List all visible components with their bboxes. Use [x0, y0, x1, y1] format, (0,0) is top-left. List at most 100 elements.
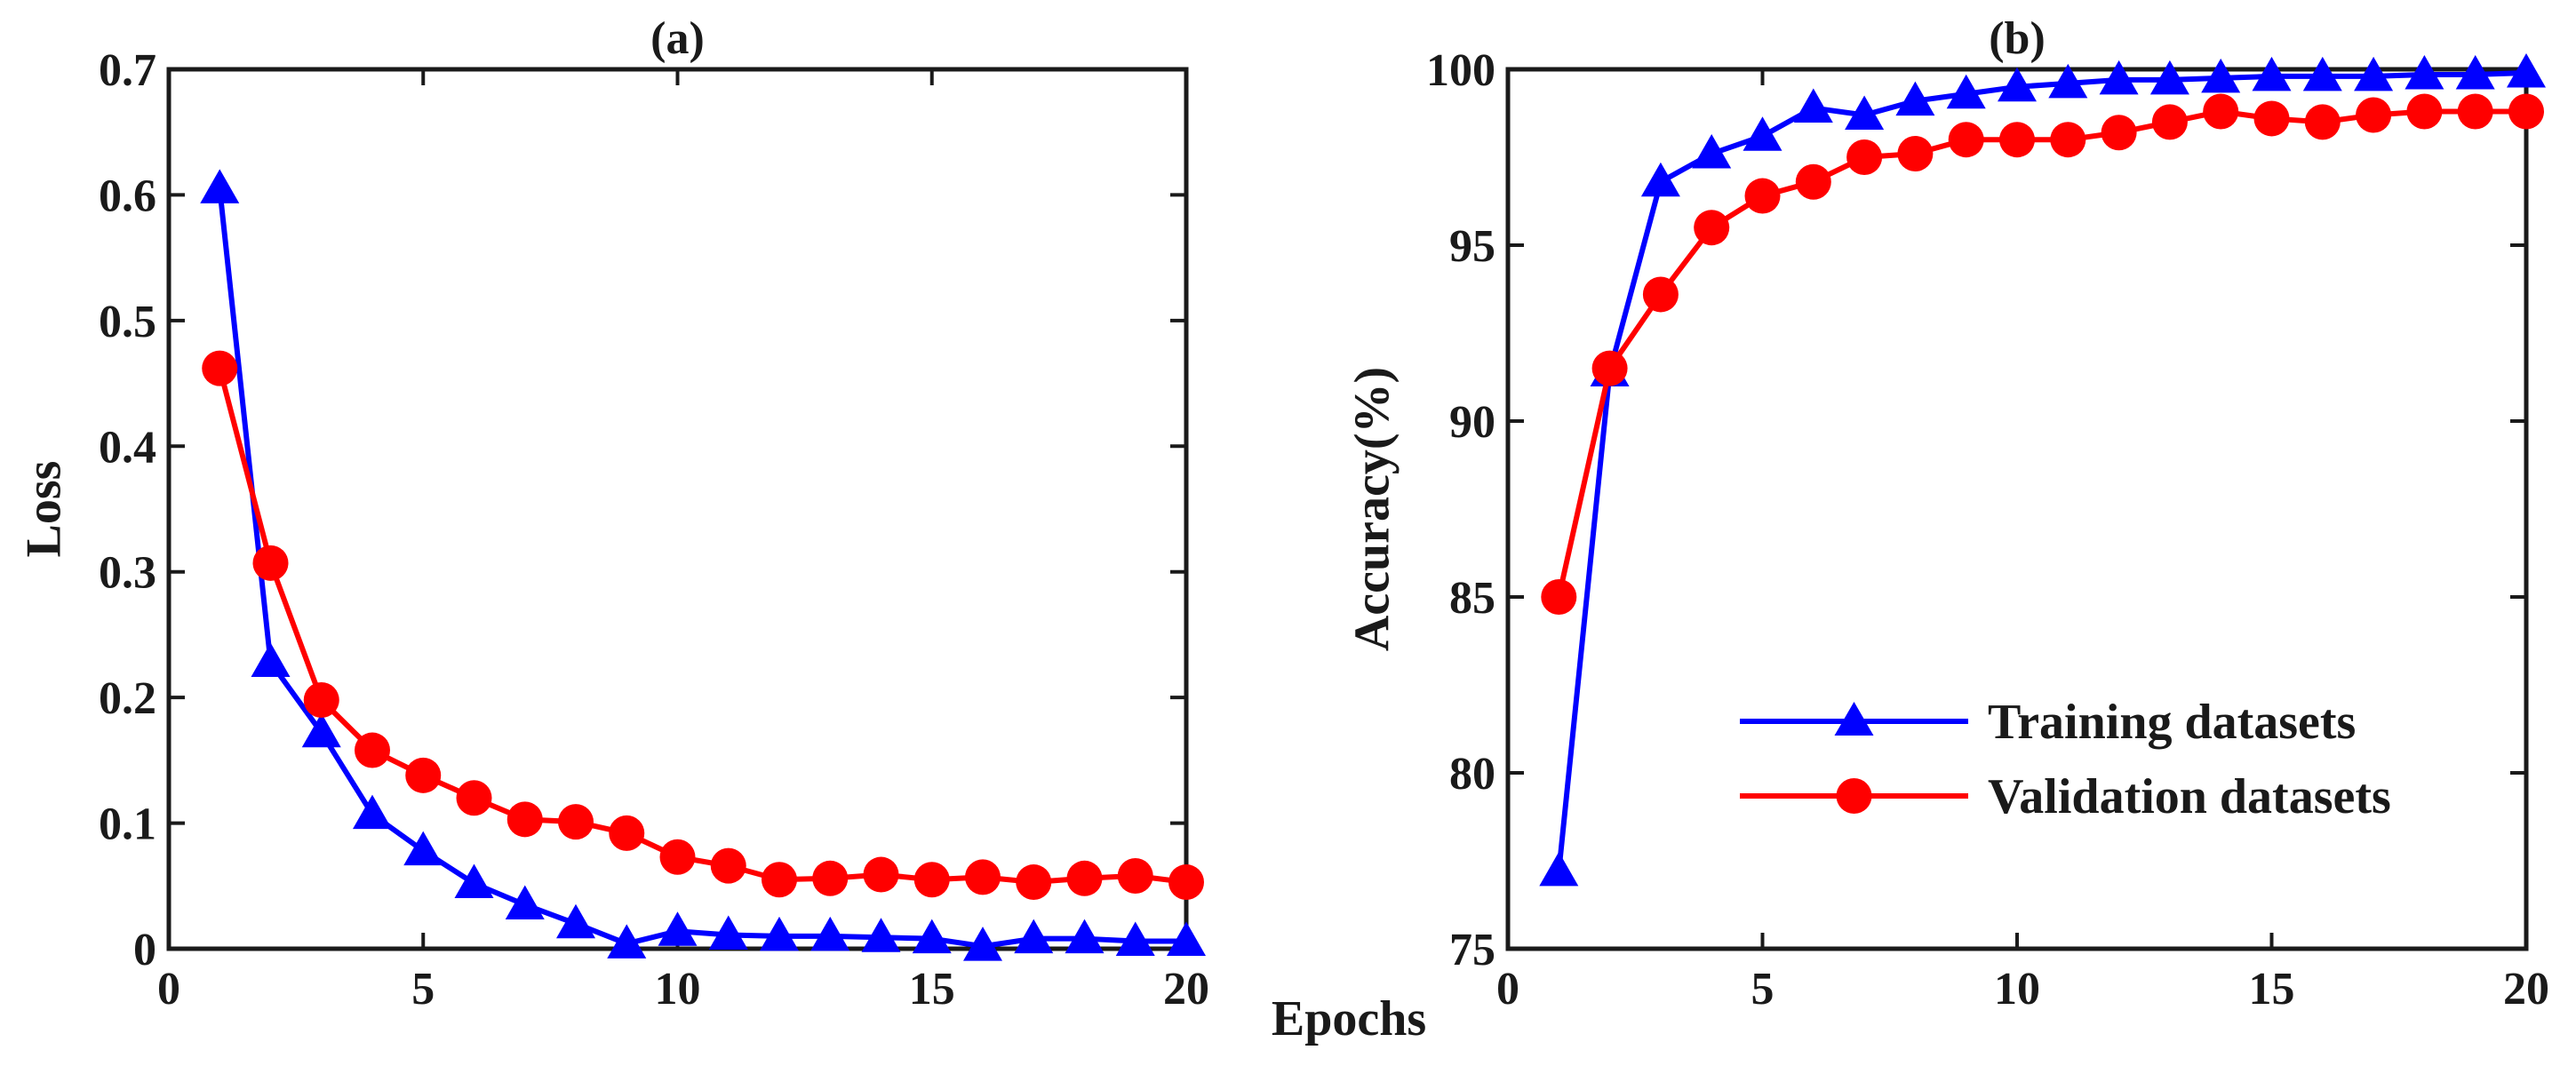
training-data-point: [200, 169, 240, 203]
plot-frame: [166, 67, 1189, 951]
loss-chart-panel: 0 5 10 15 20 0 0.1 0.2 0.3 0.4 0.5 0.6 0.7 (a) Loss: [17, 13, 1209, 1014]
validation-data-point: [1897, 136, 1934, 172]
y-axis-label: Loss: [17, 461, 72, 558]
y-tick-label: 75: [1449, 925, 1495, 975]
training-data-point: [2099, 60, 2139, 95]
y-tick-label: 0: [133, 925, 156, 975]
validation-data-point: [1846, 139, 1883, 175]
validation-data-point: [965, 859, 1001, 895]
validation-data-point: [1168, 864, 1204, 901]
x-tick-label: 10: [1994, 964, 2040, 1014]
y-tick-label: 0.1: [99, 800, 156, 850]
y-tick-label: 0.2: [99, 673, 156, 724]
validation-data-point: [456, 780, 492, 816]
y-tick-label: 0.7: [99, 45, 156, 96]
training-data-point: [353, 794, 392, 830]
validation-data-point: [1744, 178, 1781, 214]
training-data-point: [2252, 56, 2292, 91]
training-data-point: [1539, 851, 1579, 887]
training-data-point: [1743, 116, 1782, 151]
training-data-point: [2507, 52, 2546, 88]
training-data-point: [403, 831, 443, 866]
validation-data-point: [710, 847, 746, 884]
validation-data-point: [659, 839, 696, 875]
validation-data-point: [1591, 350, 1628, 386]
chart-title: (a): [650, 13, 705, 64]
x-tick-label: 15: [909, 964, 955, 1014]
legend-validation-marker: [1836, 778, 1872, 814]
y-tick-label: 95: [1449, 221, 1495, 272]
validation-data-point: [762, 862, 797, 898]
y-tick-label: 85: [1449, 573, 1495, 624]
x-tick-label: 15: [2249, 964, 2295, 1014]
training-data-point: [607, 924, 647, 959]
x-tick-label: 5: [1751, 964, 1774, 1014]
training-data-point: [1640, 162, 1680, 197]
x-tick-label: 20: [2503, 964, 2549, 1014]
validation-data-point: [2253, 100, 2290, 137]
y-axis-label: Accuracy(%): [1345, 367, 1400, 651]
training-data-point: [1115, 921, 1155, 957]
validation-data-point: [506, 801, 543, 838]
training-data-point: [810, 916, 850, 951]
training-data-point: [1793, 88, 1833, 123]
training-data-point: [1692, 134, 1732, 169]
validation-data-point: [1541, 579, 1577, 615]
validation-data-point: [913, 862, 950, 898]
chart-title: (b): [1989, 13, 2046, 64]
y-tick-label: 0.5: [99, 297, 156, 347]
training-data-point: [454, 863, 494, 898]
validation-data-point: [405, 757, 442, 793]
y-tick-label: 90: [1449, 397, 1495, 448]
shared-x-axis-label: Epochs: [1272, 991, 1426, 1046]
training-data-point: [963, 927, 1002, 961]
validation-data-point: [609, 815, 645, 851]
validation-data-point: [1016, 864, 1052, 901]
training-data-point: [2149, 60, 2189, 95]
training-series-line: [1556, 69, 2527, 872]
training-data-point: [1895, 81, 1935, 116]
training-data-point: [1065, 919, 1105, 954]
validation-data-point: [1066, 860, 1103, 896]
validation-data-point: [558, 804, 594, 840]
validation-data-point: [2508, 93, 2544, 130]
training-data-point: [658, 911, 698, 946]
validation-data-point: [1948, 122, 1984, 158]
y-tick-label: 100: [1426, 45, 1495, 96]
validation-data-point: [1795, 163, 1831, 200]
validation-data-point: [1999, 122, 2035, 158]
training-data-point: [505, 885, 545, 919]
training-data-point: [2201, 58, 2241, 93]
y-tick-label: 80: [1449, 749, 1495, 800]
validation-data-point: [202, 350, 238, 386]
training-data-point: [251, 642, 291, 678]
validation-data-point: [2304, 104, 2341, 140]
validation-data-point: [2457, 93, 2493, 130]
validation-data-point: [2203, 93, 2239, 130]
x-tick-label: 10: [655, 964, 701, 1014]
training-data-point: [2354, 56, 2394, 91]
validation-data-point: [863, 856, 899, 893]
training-data-point: [912, 919, 952, 954]
training-data-point: [1167, 921, 1206, 957]
legend-training-label: Training datasets: [1988, 695, 2356, 750]
x-tick-label: 20: [1163, 964, 1209, 1014]
validation-data-point: [2151, 104, 2188, 140]
training-data-point: [1014, 919, 1054, 954]
x-tick-label: 5: [411, 964, 435, 1014]
training-data-point: [760, 916, 799, 951]
legend-validation-label: Validation datasets: [1988, 769, 2391, 824]
training-data-point: [556, 903, 595, 939]
training-data-point: [1998, 67, 2037, 102]
validation-data-point: [355, 732, 390, 768]
training-data-point: [2302, 56, 2342, 91]
training-data-point: [1845, 95, 1885, 130]
y-tick-label: 0.4: [99, 422, 156, 473]
y-tick-label: 0.6: [99, 171, 156, 221]
training-data-point: [2405, 54, 2444, 90]
training-data-point: [301, 712, 341, 748]
validation-data-point: [2406, 93, 2443, 130]
training-data-point: [2048, 63, 2088, 99]
legend-training-marker: [1834, 702, 1874, 736]
